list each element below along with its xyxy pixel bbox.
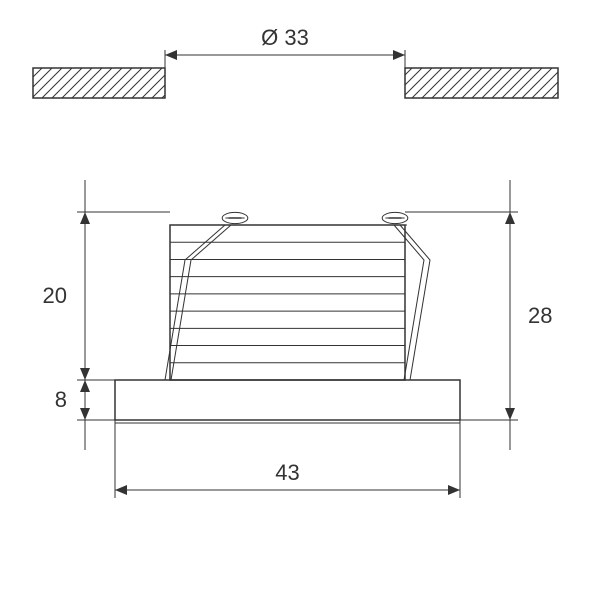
svg-text:Ø 33: Ø 33 bbox=[261, 25, 309, 50]
svg-text:28: 28 bbox=[528, 303, 552, 328]
svg-text:43: 43 bbox=[275, 460, 299, 485]
svg-text:20: 20 bbox=[43, 283, 67, 308]
svg-text:8: 8 bbox=[55, 387, 67, 412]
